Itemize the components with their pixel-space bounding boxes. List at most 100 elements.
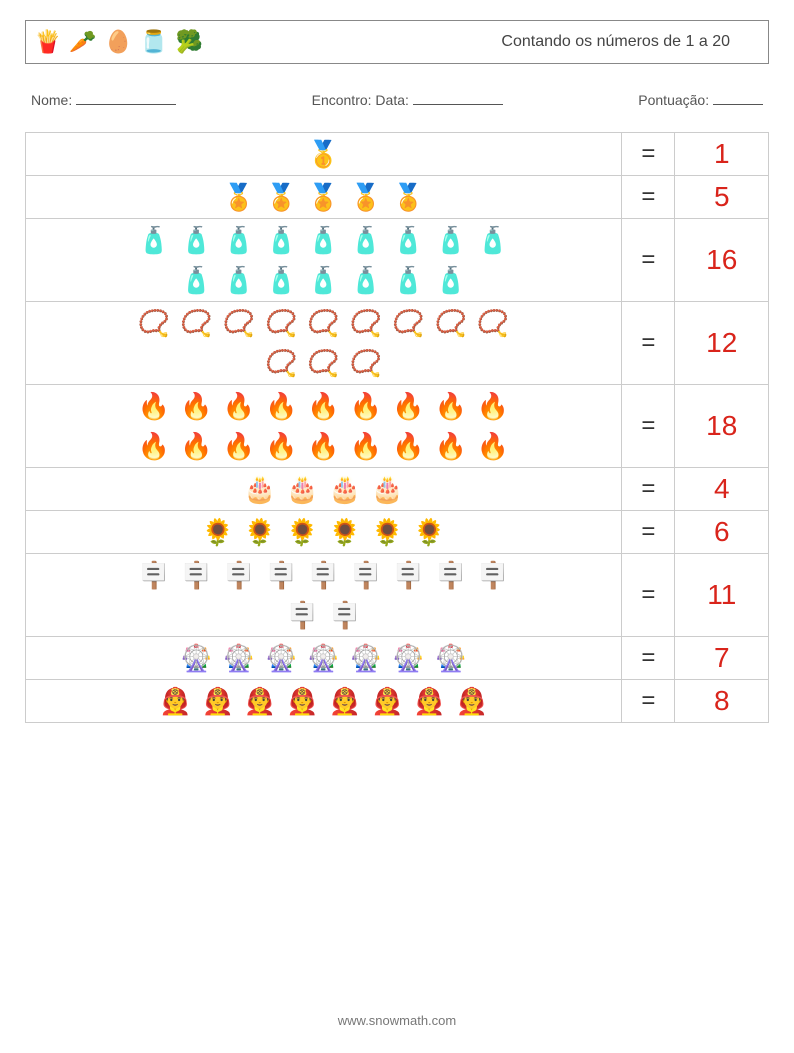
count-icon: 🧴 [138, 223, 170, 257]
pontuacao-label: Pontuação: [638, 92, 709, 108]
count-icon: 🌻 [413, 515, 445, 549]
header-food-icon: 🍟 [34, 29, 61, 55]
count-icon: 🪧 [477, 558, 509, 592]
answer-cell: 16 [675, 219, 769, 302]
count-icon: 🔥 [138, 389, 170, 423]
count-icon: 🪧 [265, 558, 297, 592]
count-icon: 🪧 [435, 558, 467, 592]
count-icon: 🧴 [265, 263, 297, 297]
header-food-icon: 🥕 [69, 29, 96, 55]
answer-cell: 11 [675, 554, 769, 637]
icon-cell: 🪧🪧🪧🪧🪧🪧🪧🪧🪧🪧🪧 [26, 554, 622, 637]
count-icon: 👨‍🚒 [329, 684, 361, 718]
icon-cell: 🧴🧴🧴🧴🧴🧴🧴🧴🧴🧴🧴🧴🧴🧴🧴🧴 [26, 219, 622, 302]
count-icon: 🌻 [329, 515, 361, 549]
answer-cell: 18 [675, 385, 769, 468]
answer-cell: 1 [675, 133, 769, 176]
count-icon: 🧴 [307, 223, 339, 257]
count-icon: 🔥 [477, 389, 509, 423]
count-icon: 📿 [265, 346, 297, 380]
count-icon: 🎡 [180, 641, 212, 675]
icon-cell: 🎡🎡🎡🎡🎡🎡🎡 [26, 637, 622, 680]
count-icon: 🪧 [307, 558, 339, 592]
count-icon: 🔥 [392, 389, 424, 423]
count-icon: 🧴 [477, 223, 509, 257]
meta-row: Nome: Encontro: Data: Pontuação: [25, 92, 769, 132]
count-icon: 🎂 [244, 472, 276, 506]
icon-cell: 🥇 [26, 133, 622, 176]
equals-sign: = [622, 176, 675, 219]
answer-cell: 6 [675, 511, 769, 554]
count-icon: 🔥 [265, 429, 297, 463]
answer-cell: 8 [675, 680, 769, 723]
equals-sign: = [622, 680, 675, 723]
count-icon: 🧴 [180, 223, 212, 257]
answer-cell: 5 [675, 176, 769, 219]
count-icon: 🧴 [180, 263, 212, 297]
count-icon: 🔥 [138, 429, 170, 463]
count-icon: 🪧 [138, 558, 170, 592]
count-icon: 🔥 [477, 429, 509, 463]
icon-cell: 👨‍🚒👨‍🚒👨‍🚒👨‍🚒👨‍🚒👨‍🚒👨‍🚒👨‍🚒 [26, 680, 622, 723]
count-icon: 🧴 [435, 223, 467, 257]
table-row: 🧴🧴🧴🧴🧴🧴🧴🧴🧴🧴🧴🧴🧴🧴🧴🧴=16 [26, 219, 769, 302]
count-icon: 🎂 [371, 472, 403, 506]
equals-sign: = [622, 511, 675, 554]
icon-cell: 🔥🔥🔥🔥🔥🔥🔥🔥🔥🔥🔥🔥🔥🔥🔥🔥🔥🔥 [26, 385, 622, 468]
header-food-icon: 🥦 [176, 29, 203, 55]
count-icon: 🥇 [307, 137, 339, 171]
table-row: 🎂🎂🎂🎂=4 [26, 468, 769, 511]
equals-sign: = [622, 468, 675, 511]
count-icon: 👨‍🚒 [371, 684, 403, 718]
worksheet-title: Contando os números de 1 a 20 [501, 33, 760, 51]
count-icon: 📿 [223, 306, 255, 340]
encontro-field: Encontro: Data: [312, 92, 503, 108]
count-icon: 🔥 [223, 429, 255, 463]
icon-cell: 🏅🏅🏅🏅🏅 [26, 176, 622, 219]
count-icon: 🏅 [392, 180, 424, 214]
count-icon: 📿 [265, 306, 297, 340]
count-icon: 👨‍🚒 [456, 684, 488, 718]
count-icon: 🧴 [435, 263, 467, 297]
count-icon: 🧴 [392, 223, 424, 257]
count-icon: 📿 [477, 306, 509, 340]
icon-cell: 🎂🎂🎂🎂 [26, 468, 622, 511]
equals-sign: = [622, 637, 675, 680]
count-icon: 🪧 [392, 558, 424, 592]
count-icon: 🧴 [392, 263, 424, 297]
count-icon: 🔥 [180, 389, 212, 423]
count-icon: 📿 [307, 346, 339, 380]
count-icon: 🎡 [350, 641, 382, 675]
count-icon: 🎂 [286, 472, 318, 506]
count-icon: 🔥 [435, 389, 467, 423]
count-icon: 👨‍🚒 [413, 684, 445, 718]
equals-sign: = [622, 554, 675, 637]
count-icon: 🎡 [265, 641, 297, 675]
count-icon: 📿 [180, 306, 212, 340]
count-icon: 📿 [350, 306, 382, 340]
count-icon: 👨‍🚒 [201, 684, 233, 718]
count-icon: 🧴 [223, 223, 255, 257]
table-row: 📿📿📿📿📿📿📿📿📿📿📿📿=12 [26, 302, 769, 385]
count-icon: 🧴 [223, 263, 255, 297]
count-icon: 🏅 [265, 180, 297, 214]
count-icon: 🔥 [435, 429, 467, 463]
header-icon-row: 🍟🥕🥚🫙🥦 [34, 29, 203, 55]
count-icon: 🏅 [307, 180, 339, 214]
count-icon: 🪧 [180, 558, 212, 592]
count-icon: 🧴 [350, 263, 382, 297]
answer-cell: 7 [675, 637, 769, 680]
count-icon: 🔥 [350, 429, 382, 463]
count-icon: 🏅 [350, 180, 382, 214]
answer-cell: 12 [675, 302, 769, 385]
equals-sign: = [622, 219, 675, 302]
icon-cell: 🌻🌻🌻🌻🌻🌻 [26, 511, 622, 554]
count-icon: 👨‍🚒 [286, 684, 318, 718]
equals-sign: = [622, 385, 675, 468]
encontro-label: Encontro: Data: [312, 92, 409, 108]
count-icon: 📿 [138, 306, 170, 340]
count-icon: 🔥 [350, 389, 382, 423]
count-icon: 🪧 [286, 598, 318, 632]
count-icon: 🎡 [392, 641, 424, 675]
counting-table: 🥇=1🏅🏅🏅🏅🏅=5🧴🧴🧴🧴🧴🧴🧴🧴🧴🧴🧴🧴🧴🧴🧴🧴=16📿📿📿📿📿📿📿📿📿📿📿… [25, 132, 769, 723]
